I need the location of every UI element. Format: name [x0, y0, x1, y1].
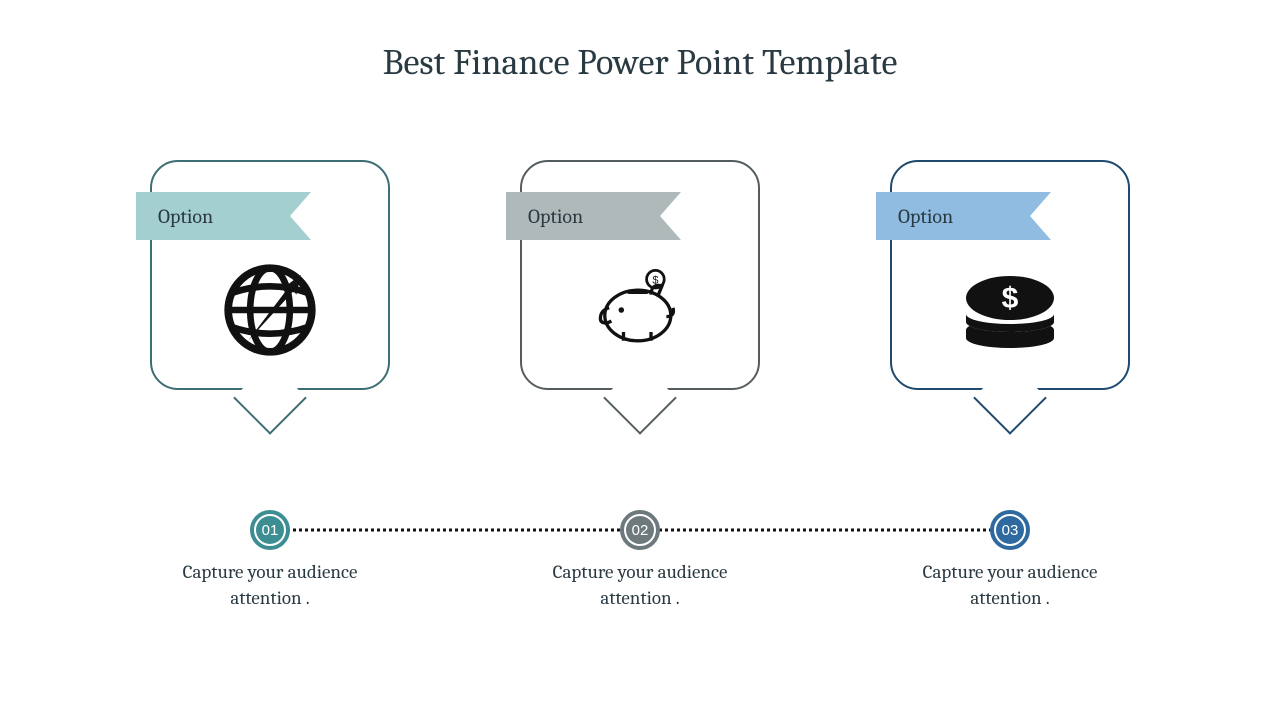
svg-text:$: $ — [652, 275, 658, 287]
coins-icon: $ — [890, 255, 1130, 370]
option-label: Option — [898, 205, 953, 228]
step-circle-3: 03 — [990, 510, 1030, 550]
page-title: Best Finance Power Point Template — [0, 0, 1280, 83]
caption-1: Capture your audience attention . — [150, 560, 390, 611]
option-label: Option — [528, 205, 583, 228]
caption-2: Capture your audience attention . — [520, 560, 760, 611]
caption-3: Capture your audience attention . — [890, 560, 1130, 611]
cards-row: Option Option $ — [0, 160, 1280, 390]
card-1: Option — [150, 160, 390, 390]
svg-text:$: $ — [1002, 282, 1019, 315]
option-ribbon: Option — [876, 192, 1051, 240]
option-ribbon: Option — [506, 192, 681, 240]
step-number: 02 — [626, 516, 654, 544]
option-label: Option — [158, 205, 213, 228]
step-number: 01 — [256, 516, 284, 544]
step-number: 03 — [996, 516, 1024, 544]
captions-row: Capture your audience attention . Captur… — [0, 560, 1280, 611]
card-3: Option $ — [890, 160, 1130, 390]
card-2: Option $ — [520, 160, 760, 390]
timeline: 01 02 03 — [0, 510, 1280, 550]
globe-icon — [150, 255, 390, 370]
step-circle-1: 01 — [250, 510, 290, 550]
step-circle-2: 02 — [620, 510, 660, 550]
option-ribbon: Option — [136, 192, 311, 240]
piggy-bank-icon: $ — [520, 255, 760, 370]
